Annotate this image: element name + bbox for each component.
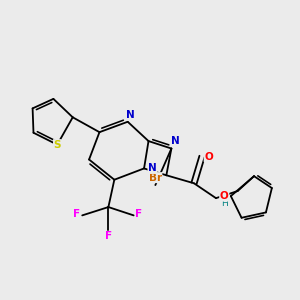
Text: F: F — [135, 209, 142, 219]
Text: N: N — [148, 164, 157, 173]
Text: F: F — [73, 209, 80, 219]
Text: N: N — [126, 110, 134, 120]
Text: O: O — [204, 152, 213, 161]
Text: Br: Br — [149, 172, 162, 183]
Text: S: S — [53, 140, 61, 150]
Text: N: N — [220, 191, 229, 201]
Text: N: N — [171, 136, 179, 146]
Text: F: F — [105, 231, 112, 241]
Text: O: O — [220, 191, 229, 201]
Text: H: H — [221, 199, 228, 208]
